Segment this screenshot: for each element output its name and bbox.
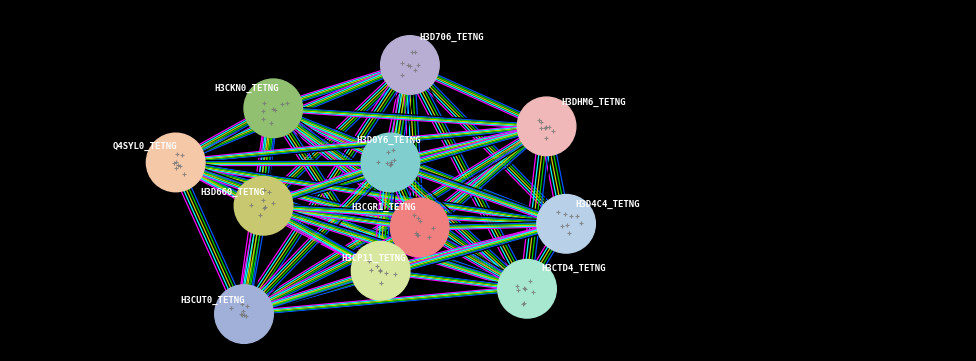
Text: H3CUT0_TETNG: H3CUT0_TETNG [181,296,245,305]
Text: H3CGR1_TETNG: H3CGR1_TETNG [351,203,416,212]
Ellipse shape [498,260,556,318]
Ellipse shape [517,97,576,156]
Ellipse shape [390,198,449,257]
Text: H3D0Y6_TETNG: H3D0Y6_TETNG [356,135,421,145]
Ellipse shape [351,242,410,300]
Text: H3CTD4_TETNG: H3CTD4_TETNG [542,264,606,274]
Text: H3CKN0_TETNG: H3CKN0_TETNG [215,84,279,93]
Ellipse shape [361,133,420,192]
Text: H3D660_TETNG: H3D660_TETNG [200,187,264,197]
Text: H3D4C4_TETNG: H3D4C4_TETNG [576,199,640,209]
Ellipse shape [244,79,303,138]
Text: H3CP11_TETNG: H3CP11_TETNG [342,253,406,263]
Text: Q4SYL0_TETNG: Q4SYL0_TETNG [112,142,177,151]
Ellipse shape [146,133,205,192]
Text: H3DHM6_TETNG: H3DHM6_TETNG [561,98,626,108]
Text: H3D706_TETNG: H3D706_TETNG [420,33,484,43]
Ellipse shape [215,285,273,343]
Ellipse shape [234,177,293,235]
Ellipse shape [537,195,595,253]
Ellipse shape [381,36,439,94]
